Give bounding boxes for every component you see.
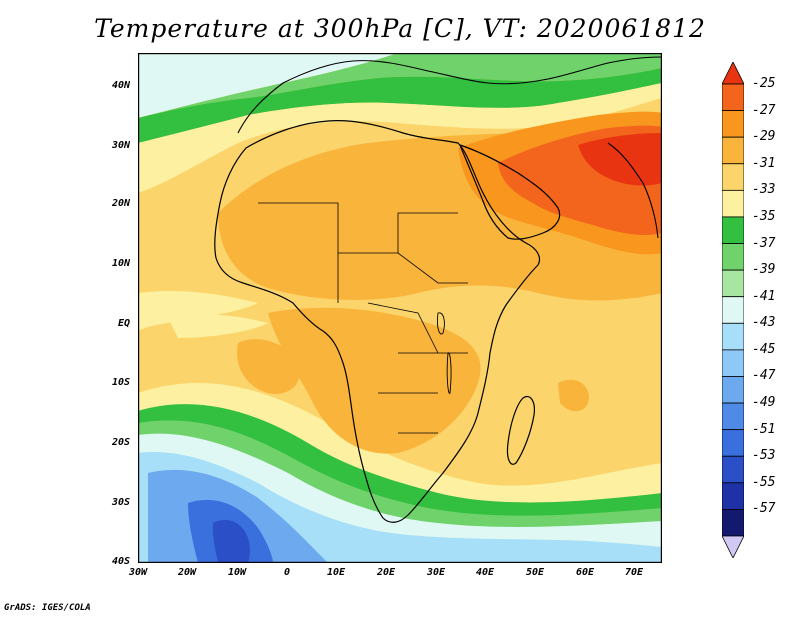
country-borders — [258, 202, 468, 434]
colorbar-box — [721, 189, 745, 218]
field-lightyellow-equator — [138, 291, 258, 331]
lon-label-10e: 10E — [326, 567, 346, 578]
madagascar-coastline — [506, 395, 535, 465]
map-frame — [138, 53, 662, 563]
arabia-coastline — [458, 144, 561, 240]
lon-label-0: 0 — [283, 567, 291, 578]
map-title: Temperature at 300hPa [C], VT: 202006181… — [94, 14, 706, 43]
field-orange-west-atlantic — [237, 339, 300, 394]
field-lightyellow-eq-2 — [168, 314, 268, 338]
colorbar-top-triangle — [721, 61, 745, 85]
colorbar-box — [721, 110, 745, 138]
lat-label-20s: 20S — [111, 437, 130, 448]
field-band-green-north — [138, 53, 662, 118]
lon-label-50e: 50E — [525, 567, 545, 578]
great-lakes — [437, 312, 452, 394]
europe-coastline — [237, 56, 662, 134]
colorbar-label: -27 — [752, 102, 776, 118]
colorbar-label: -47 — [752, 368, 776, 384]
colorbar-box — [721, 296, 745, 324]
colorbar-label: -33 — [752, 182, 776, 198]
colorbar-box — [721, 83, 745, 111]
colorbar-box — [721, 163, 745, 191]
lat-label-30n: 30N — [111, 140, 130, 151]
colorbar-label: -49 — [752, 395, 776, 411]
colorbar-label: -25 — [752, 76, 776, 91]
colorbar-box — [721, 376, 745, 404]
lat-label-10n: 10N — [111, 258, 130, 269]
colorbar-label: -35 — [752, 208, 776, 224]
lat-label-40s: 40S — [111, 556, 130, 567]
lat-label-10s: 10S — [111, 377, 130, 388]
colorbar-box — [721, 322, 745, 351]
lon-label-20e: 20E — [376, 567, 396, 578]
field-band-cyan-north — [138, 53, 398, 118]
colorbar-box — [721, 402, 745, 431]
colorbar-box — [721, 216, 745, 244]
colorbar-label: -57 — [752, 501, 776, 517]
colorbar-box — [721, 349, 745, 377]
lon-label-30w: 30W — [128, 567, 148, 578]
field-band-lightyellow-north — [138, 83, 662, 193]
colorbar-box — [721, 429, 745, 457]
colorbar-label: -29 — [752, 129, 776, 145]
colorbar-label: -55 — [752, 474, 776, 490]
lon-label-20w: 20W — [177, 567, 197, 578]
field-orange-central-africa — [268, 307, 481, 454]
colorbar-label: -53 — [752, 448, 776, 464]
lon-label-70e: 70E — [624, 567, 644, 578]
africa-coastline — [214, 120, 541, 523]
colorbar-box — [721, 509, 745, 537]
lat-label-eq: EQ — [117, 318, 130, 329]
colorbar-box — [721, 243, 745, 271]
lon-label-40e: 40E — [475, 567, 495, 578]
lon-label-10w: 10W — [227, 567, 247, 578]
colorbar-box — [721, 482, 745, 510]
lat-label-30s: 30S — [111, 497, 130, 508]
lat-label-20n: 20N — [111, 198, 130, 209]
colorbar-label: -37 — [752, 235, 776, 251]
lon-label-60e: 60E — [575, 567, 595, 578]
colorbar-label: -45 — [752, 341, 776, 357]
lon-label-30e: 30E — [426, 567, 446, 578]
colorbar-box — [721, 136, 745, 165]
field-band-darkgreen-north — [138, 68, 662, 143]
colorbar-label: -31 — [752, 155, 776, 171]
credit-text: GrADS: IGES/COLA — [4, 603, 91, 613]
field-band-deepblue-south — [212, 519, 250, 563]
colorbar-label: -39 — [752, 262, 776, 278]
temperature-map — [138, 53, 662, 563]
colorbar-label: -41 — [752, 288, 776, 304]
field-orange-indian-ocean — [558, 379, 589, 412]
colorbar-box — [721, 455, 745, 484]
field-darkred-peak — [578, 133, 662, 186]
colorbar — [721, 61, 745, 559]
lat-label-40n: 40N — [111, 80, 130, 91]
colorbar-box — [721, 269, 745, 298]
india-coastline — [607, 142, 659, 239]
colorbar-label: -43 — [752, 315, 776, 331]
colorbar-bottom-triangle — [721, 535, 745, 559]
colorbar-label: -51 — [752, 421, 776, 437]
